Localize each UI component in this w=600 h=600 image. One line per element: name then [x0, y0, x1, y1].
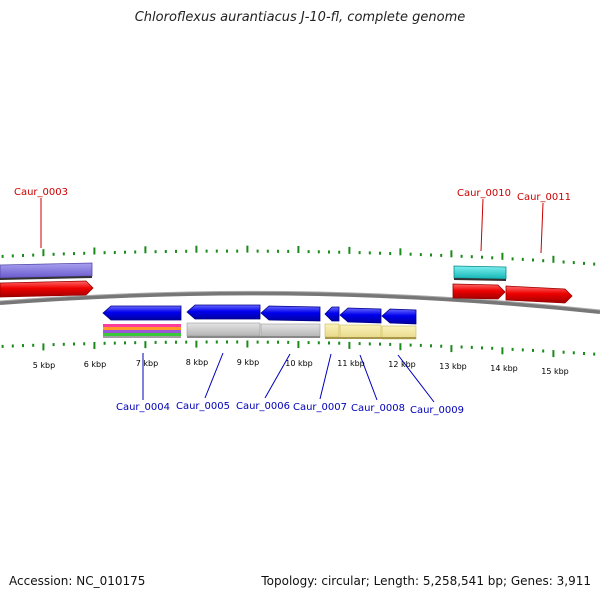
top-gene-labels: Caur_0003 Caur_0010 Caur_0011	[14, 187, 571, 254]
ruler-label: 13 kbp	[439, 362, 467, 371]
gene-arrow-caur-0003[interactable]	[0, 280, 94, 298]
gene-arrow-caur-0009[interactable]	[381, 308, 417, 325]
ruler-label: 6 kbp	[84, 360, 106, 369]
gene-label-caur-0004[interactable]: Caur_0004	[116, 402, 170, 413]
leader-line	[204, 352, 224, 399]
feature-stripe-gray[interactable]	[103, 336, 181, 338]
leader-line	[540, 202, 544, 254]
ruler-labels: 5 kbp 6 kbp 7 kbp 8 kbp 9 kbp 10 kbp 11 …	[33, 358, 569, 376]
ruler-label: 11 kbp	[337, 359, 365, 368]
bottom-gene-labels: Caur_0004 Caur_0005 Caur_0006 Caur_0007 …	[116, 352, 464, 416]
gene-arrow-caur-0008[interactable]	[339, 307, 382, 324]
forward-features	[0, 262, 573, 304]
feature-bar-cyan-underline	[454, 278, 506, 281]
gene-label-caur-0010[interactable]: Caur_0010	[457, 188, 511, 199]
feature-bar-yellow-1[interactable]	[324, 323, 340, 338]
gene-label-caur-0009[interactable]: Caur_0009	[410, 405, 464, 416]
ruler-label: 12 kbp	[388, 360, 416, 369]
ruler-label: 15 kbp	[541, 367, 569, 376]
gene-label-caur-0007[interactable]: Caur_0007	[293, 402, 347, 413]
feature-stripe-purple[interactable]	[103, 330, 181, 333]
gene-label-caur-0003[interactable]: Caur_0003	[14, 187, 68, 198]
genome-backbone-highlight	[0, 290, 600, 311]
gene-arrow-caur-0004[interactable]	[102, 305, 182, 321]
feature-stripe-orange[interactable]	[103, 327, 181, 330]
gene-arrow-caur-0005[interactable]	[186, 304, 261, 320]
bottom-tick-marks	[1, 340, 596, 358]
leader-line	[397, 354, 435, 403]
ruler-label: 10 kbp	[285, 359, 313, 368]
gene-label-caur-0011[interactable]: Caur_0011	[517, 192, 571, 203]
accession-label: Accession: NC_010175	[9, 574, 146, 588]
gene-label-caur-0005[interactable]: Caur_0005	[176, 401, 230, 412]
feature-bar-gray-underline	[187, 336, 320, 338]
gene-label-caur-0008[interactable]: Caur_0008	[351, 403, 405, 414]
gene-arrow-caur-0007[interactable]	[324, 306, 340, 322]
ruler-label: 5 kbp	[33, 361, 55, 370]
feature-bar-purple[interactable]	[0, 262, 93, 279]
feature-bar-cyan[interactable]	[453, 265, 507, 280]
gene-arrow-caur-0010[interactable]	[452, 283, 506, 300]
feature-bar-yellow-underline	[325, 337, 416, 339]
feature-bar-yellow-2[interactable]	[339, 324, 382, 339]
top-tick-marks	[1, 245, 596, 266]
feature-stripe-green[interactable]	[103, 333, 181, 336]
map-title: Chloroflexus aurantiacus J-10-fl, comple…	[134, 10, 466, 25]
feature-bar-gray-1[interactable]	[186, 322, 261, 337]
ruler-label: 7 kbp	[136, 359, 158, 368]
genome-summary: Topology: circular; Length: 5,258,541 bp…	[261, 574, 591, 588]
gene-label-caur-0006[interactable]: Caur_0006	[236, 401, 290, 412]
feature-stripe-pink[interactable]	[103, 324, 181, 327]
gene-arrow-caur-0006[interactable]	[260, 305, 321, 322]
leader-line	[264, 353, 291, 399]
ruler-label: 8 kbp	[186, 358, 208, 367]
ruler-label: 9 kbp	[237, 358, 259, 367]
leader-line	[359, 354, 378, 401]
ruler-label: 14 kbp	[490, 364, 518, 373]
leader-line	[480, 198, 484, 252]
leader-line	[319, 353, 332, 400]
feature-bar-purple-underline	[0, 276, 92, 280]
genome-backbone	[0, 291, 600, 314]
gene-arrow-caur-0011[interactable]	[505, 285, 573, 304]
feature-bar-gray-2[interactable]	[260, 323, 321, 338]
reverse-features	[102, 304, 417, 340]
